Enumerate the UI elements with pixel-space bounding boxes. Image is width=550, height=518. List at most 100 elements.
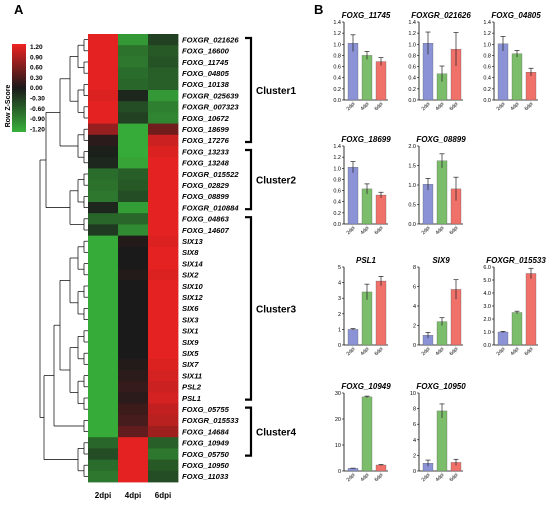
heatmap-cell: [118, 67, 149, 80]
x-tick-label: 4dpi: [434, 472, 445, 483]
heatmap-cell: [118, 224, 149, 236]
bar-4dpi: [361, 291, 373, 346]
heatmap-cell: [88, 134, 119, 147]
heatmap-cell: [88, 381, 119, 393]
y-tick-label: 0.8: [408, 53, 416, 59]
heatmap-cell: [88, 56, 119, 68]
x-tick-label: 4dpi: [434, 101, 445, 112]
x-tick-label: 2dpi: [420, 346, 431, 357]
cluster-bracket: [245, 148, 253, 211]
heatmap-cell: [88, 168, 119, 180]
heatmap-cell: [118, 414, 149, 427]
x-tick-label: 4dpi: [509, 346, 520, 357]
bar-4dpi: [361, 396, 373, 472]
gene-label: SIX8: [182, 248, 199, 257]
gene-label: FOXG_10672: [182, 114, 230, 123]
heatmap-cell: [118, 381, 149, 393]
heatmap-cell: [88, 78, 119, 91]
heatmap-cell: [88, 90, 119, 102]
y-tick-label: 3.0: [483, 304, 491, 310]
heatmap-cells: [88, 34, 179, 483]
y-tick-label: 2: [413, 453, 416, 459]
heatmap-cell: [118, 112, 149, 124]
y-tick-label: 1.2: [408, 31, 416, 37]
bar-2dpi: [497, 43, 509, 101]
column-label: 4dpi: [125, 491, 141, 500]
heatmap-cell: [148, 381, 179, 393]
cluster-brackets: Cluster1 Cluster2 Cluster3 Cluster4: [245, 36, 296, 457]
gene-label: FOXG_18699: [182, 125, 230, 134]
gene-label: FOXG_08899: [182, 192, 230, 201]
heatmap-cell: [148, 202, 179, 214]
y-tick-label: 2: [338, 312, 341, 318]
heatmap-cell: [148, 179, 179, 192]
bar-chart-foxgr-021626: FOXGR_021626 0.0 0.2 0.4 0.6 0.8 1.0 1.2 1.4 2dpi…: [408, 11, 471, 112]
gene-label: FOXG_16600: [182, 47, 230, 56]
bar-chart-title: FOXG_04805: [491, 11, 541, 20]
heatmap-cell: [88, 358, 119, 371]
y-tick-label: 0.0: [408, 222, 416, 228]
y-tick-label: 4: [338, 281, 341, 287]
heatmap-cell: [148, 56, 179, 68]
colorbar-tick-label: 0.60: [30, 65, 43, 72]
cluster-label: Cluster1: [256, 86, 296, 97]
heatmap-cell: [118, 459, 149, 472]
heatmap-cell: [148, 280, 179, 292]
y-tick-label: 1.0: [483, 42, 491, 48]
x-tick-label: 2dpi: [420, 101, 431, 112]
colorbar-tick-label: -0.60: [30, 106, 45, 113]
y-tick-label: 4: [413, 438, 416, 444]
colorbar-tick-label: -0.90: [30, 116, 45, 123]
column-label: 6dpi: [155, 491, 171, 500]
bar-chart-title: FOXGR_015533: [486, 256, 546, 265]
x-tick-label: 6dpi: [448, 101, 459, 112]
heatmap-cell: [148, 123, 179, 136]
y-tick-label: 1: [338, 327, 341, 333]
heatmap-cell: [148, 314, 179, 326]
heatmap-cell: [88, 34, 119, 46]
heatmap-cell: [148, 470, 179, 483]
heatmap-cell: [148, 34, 179, 46]
x-tick-label: 6dpi: [448, 346, 459, 357]
gene-label: SIX10: [182, 282, 203, 291]
heatmap-cell: [118, 56, 149, 68]
y-tick-label: 0.6: [333, 65, 341, 71]
heatmap-cell: [118, 78, 149, 91]
bar-chart-foxg-18699: FOXG_18699 0.0 0.2 0.4 0.6 0.8 1.0 1.2 1.4 2dpi 4d…: [333, 135, 391, 236]
heatmap-cell: [148, 269, 179, 281]
gene-label: FOXG_04863: [182, 215, 230, 224]
y-tick-label: 1.0: [333, 42, 341, 48]
heatmap-cell: [118, 302, 149, 315]
gene-label: FOXGR_021626: [182, 35, 239, 44]
y-tick-label: 0.0: [333, 98, 341, 104]
heatmap-cell: [88, 280, 119, 292]
y-tick-label: 30: [335, 391, 341, 397]
y-tick-label: 0: [413, 469, 416, 475]
heatmap-cell: [118, 358, 149, 371]
colorbar-tick-label: -0.30: [30, 96, 45, 103]
x-tick-label: 6dpi: [373, 346, 384, 357]
heatmap-cell: [118, 426, 149, 438]
bar-chart-title: FOXG_11745: [342, 11, 391, 20]
y-tick-label: 10: [410, 391, 416, 397]
heatmap-cell: [88, 370, 119, 382]
panel-letter-a: A: [14, 2, 24, 17]
heatmap-cell: [148, 78, 179, 91]
y-tick-label: 6: [413, 422, 416, 428]
heatmap-cell: [148, 325, 179, 337]
heatmap-cell: [118, 235, 149, 248]
y-tick-label: 0.4: [333, 76, 341, 82]
x-tick-label: 6dpi: [448, 472, 459, 483]
heatmap-cell: [118, 269, 149, 281]
y-tick-label: 2: [413, 324, 416, 330]
gene-label: FOXGR_015533: [182, 416, 239, 425]
y-tick-label: 0.0: [483, 98, 491, 104]
heatmap-cell: [118, 448, 149, 460]
heatmap-cell: [88, 347, 119, 360]
heatmap-cell: [148, 347, 179, 360]
bar-chart-title: FOXG_18699: [341, 135, 391, 144]
y-tick-label: 5.0: [483, 278, 491, 284]
y-tick-label: 1.4: [483, 20, 491, 26]
bar-6dpi: [525, 273, 537, 346]
heatmap-cell: [88, 146, 119, 158]
